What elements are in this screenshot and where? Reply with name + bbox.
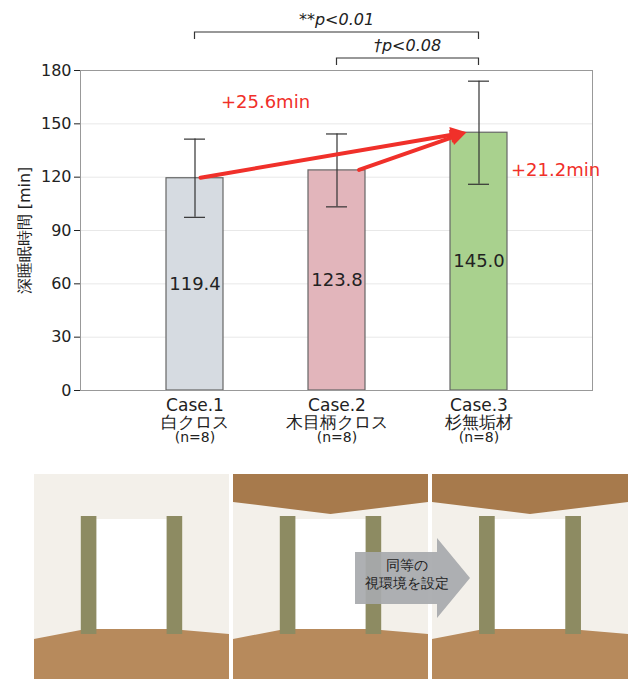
svg-text:123.8: 123.8 (311, 269, 363, 290)
svg-text:Case.1白クロス(n=8): Case.1白クロス(n=8) (161, 395, 229, 445)
svg-text:Case.2木目柄クロス(n=8): Case.2木目柄クロス(n=8) (286, 395, 388, 445)
svg-text:†p<0.08: †p<0.08 (374, 36, 441, 55)
svg-text:同等の: 同等の (386, 557, 428, 573)
svg-text:0: 0 (61, 381, 71, 400)
svg-text:Case.3杉無垢材(n=8): Case.3杉無垢材(n=8) (444, 395, 513, 445)
svg-text:30: 30 (51, 327, 71, 346)
svg-text:150: 150 (41, 114, 72, 133)
svg-text:90: 90 (51, 221, 71, 240)
svg-text:60: 60 (51, 274, 71, 293)
svg-text:視環境を設定: 視環境を設定 (365, 575, 449, 591)
svg-text:深睡眠時間 [min]: 深睡眠時間 [min] (15, 167, 34, 295)
svg-text:119.4: 119.4 (169, 273, 221, 294)
svg-text:**p<0.01: **p<0.01 (299, 10, 374, 29)
svg-text:+25.6min: +25.6min (221, 91, 310, 112)
svg-text:120: 120 (41, 167, 72, 186)
svg-text:+21.2min: +21.2min (511, 159, 600, 180)
svg-text:145.0: 145.0 (453, 250, 505, 271)
svg-text:180: 180 (41, 61, 72, 80)
